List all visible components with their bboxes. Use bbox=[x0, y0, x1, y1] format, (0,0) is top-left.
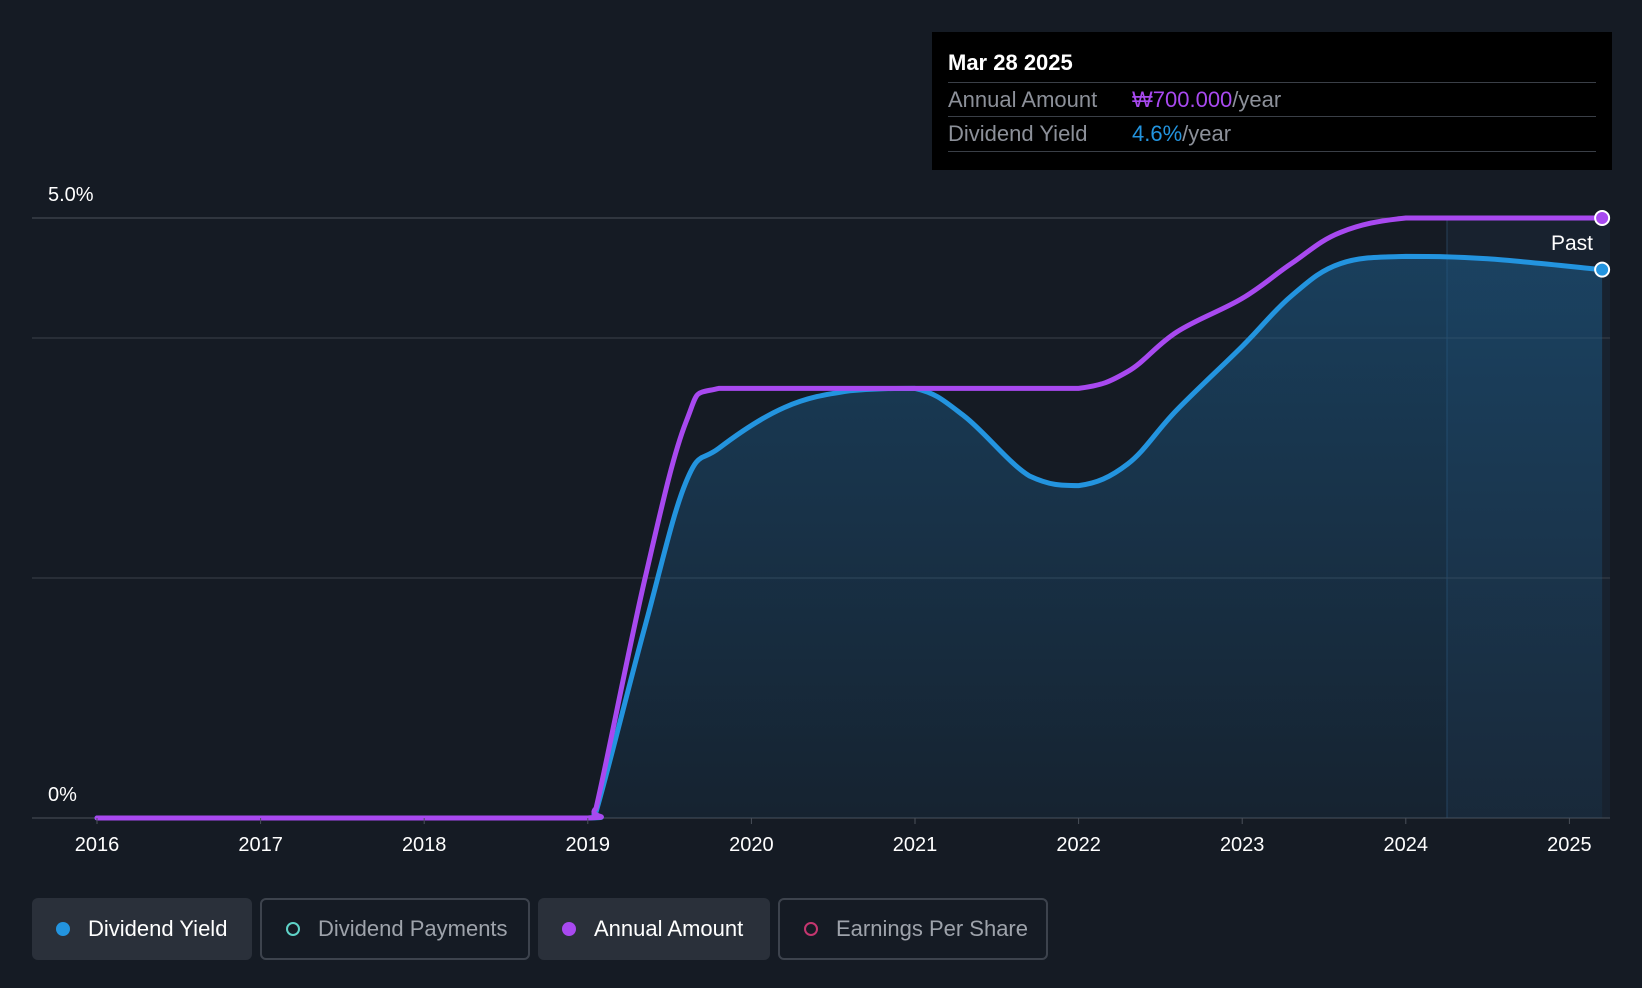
x-tick-label: 2024 bbox=[1384, 834, 1429, 856]
tooltip-label: Dividend Yield bbox=[948, 121, 1088, 146]
annual-amount-line bbox=[94, 215, 1605, 821]
tooltip-row-annual: Annual Amount ₩700.000/year bbox=[948, 82, 1596, 117]
legend-earnings-per-share[interactable]: Earnings Per Share bbox=[778, 898, 1048, 960]
legend-label: Annual Amount bbox=[594, 916, 744, 941]
legend-dividend-payments[interactable]: Dividend Payments bbox=[260, 898, 530, 960]
x-tick-label: 2020 bbox=[729, 834, 774, 856]
x-tick-label: 2017 bbox=[238, 834, 283, 856]
y-tick-label: 5.0% bbox=[48, 184, 94, 206]
dividend-yield-area bbox=[97, 256, 1603, 818]
x-tick-label: 2022 bbox=[1056, 834, 1101, 856]
tooltip-value: 4.6%/year bbox=[1132, 121, 1232, 146]
legend-label: Earnings Per Share bbox=[836, 916, 1028, 941]
ring-icon bbox=[286, 922, 300, 936]
x-tick-label: 2019 bbox=[566, 834, 611, 856]
tooltip-label: Annual Amount bbox=[948, 87, 1098, 112]
tooltip-row-yield: Dividend Yield 4.6%/year bbox=[948, 116, 1596, 152]
legend-dividend-yield[interactable]: Dividend Yield bbox=[32, 898, 252, 960]
y-tick-label: 0% bbox=[48, 784, 77, 806]
x-tick-label: 2021 bbox=[893, 834, 938, 856]
annual-amount-end-marker bbox=[1594, 210, 1611, 226]
past-label: Past bbox=[1551, 232, 1593, 255]
y-axis: 5.0% 0% bbox=[48, 184, 94, 806]
ring-icon bbox=[804, 922, 818, 936]
x-tick-label: 2025 bbox=[1547, 834, 1592, 856]
dot-icon bbox=[56, 922, 70, 936]
tooltip-date: Mar 28 2025 bbox=[948, 50, 1073, 75]
legend-label: Dividend Yield bbox=[88, 916, 228, 941]
legend-label: Dividend Payments bbox=[318, 916, 508, 941]
tooltip-value: ₩700.000/year bbox=[1132, 87, 1282, 112]
dividend-yield-end-marker bbox=[1594, 261, 1611, 278]
x-tick-label: 2023 bbox=[1220, 834, 1265, 856]
dot-icon bbox=[562, 922, 576, 936]
legend-annual-amount[interactable]: Annual Amount bbox=[538, 898, 770, 960]
x-tick-label: 2016 bbox=[75, 834, 120, 856]
series-group bbox=[94, 210, 1611, 821]
x-tick-label: 2018 bbox=[402, 834, 447, 856]
x-axis: 2016 2017 2018 2019 2020 2021 2022 2023 2024 2025 bbox=[75, 818, 1592, 856]
tooltip: Mar 28 2025 Annual Amount ₩700.000/year … bbox=[932, 32, 1612, 170]
